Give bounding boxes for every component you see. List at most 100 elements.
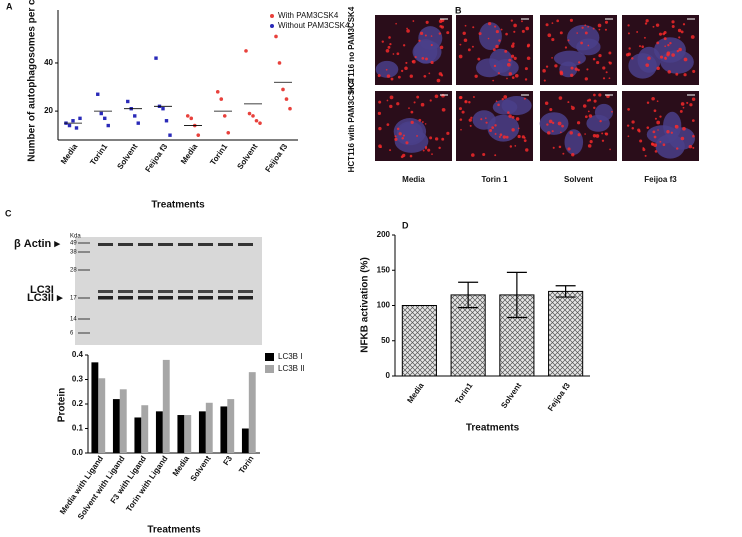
puncta [584, 77, 588, 81]
puncta [663, 31, 667, 35]
y-tick-label: 0.2 [72, 399, 84, 408]
puncta [559, 31, 563, 35]
marker-label: 28 [70, 268, 77, 274]
puncta [643, 36, 646, 39]
puncta [650, 142, 654, 146]
point [196, 133, 201, 137]
puncta [602, 77, 606, 80]
puncta [495, 29, 499, 34]
puncta [584, 31, 588, 35]
puncta [514, 145, 517, 147]
puncta [544, 101, 549, 106]
puncta [513, 23, 517, 28]
puncta [666, 53, 670, 57]
puncta [567, 39, 570, 42]
panel-label: A [6, 1, 13, 11]
puncta [477, 57, 481, 61]
puncta [446, 31, 450, 35]
puncta [644, 22, 648, 25]
puncta [588, 98, 592, 102]
actin-band [138, 243, 153, 246]
lc3ii-band [158, 296, 173, 300]
bar [134, 417, 142, 453]
x-tick-label: F3 [221, 454, 234, 467]
puncta [430, 43, 433, 47]
puncta [406, 27, 408, 30]
point [247, 111, 252, 116]
puncta [498, 39, 501, 42]
puncta [499, 133, 503, 137]
bar [119, 389, 127, 453]
column-label: Media [402, 175, 425, 184]
puncta [667, 44, 670, 47]
puncta [434, 137, 439, 141]
puncta [577, 133, 581, 137]
puncta [469, 124, 472, 127]
puncta [608, 77, 611, 80]
bar [98, 378, 106, 453]
lc3i-band [118, 290, 133, 293]
puncta [564, 46, 568, 49]
puncta [526, 44, 530, 48]
point [274, 34, 278, 39]
bar [248, 372, 256, 453]
puncta [414, 56, 417, 59]
puncta [598, 93, 602, 97]
puncta [689, 103, 693, 107]
puncta [492, 48, 496, 52]
y-tick-label: 50 [381, 336, 390, 345]
puncta [460, 128, 462, 131]
puncta [378, 100, 382, 104]
puncta [551, 37, 555, 42]
actin-band [118, 243, 133, 246]
x-tick-label: Solvent [235, 142, 259, 171]
puncta [682, 23, 686, 26]
puncta [551, 57, 553, 59]
bar [220, 406, 228, 453]
y-tick-label: 0 [386, 371, 391, 380]
puncta [547, 33, 552, 38]
lc3ii-band [118, 296, 133, 300]
point [96, 92, 100, 96]
puncta [402, 44, 406, 47]
lc3i-band [158, 290, 173, 293]
puncta [646, 126, 650, 129]
x-tick-label: Media [59, 142, 80, 166]
puncta [692, 69, 696, 73]
puncta [662, 143, 666, 147]
puncta [587, 110, 590, 113]
puncta [577, 68, 580, 72]
puncta [670, 131, 673, 134]
puncta [513, 30, 516, 33]
legend-swatch [270, 14, 274, 18]
puncta [521, 20, 523, 23]
puncta [631, 57, 634, 60]
puncta [421, 56, 425, 60]
x-tick-label: Torin1 [88, 142, 109, 167]
puncta [487, 37, 490, 40]
legend-label: LC3B I [278, 352, 302, 361]
puncta [385, 68, 388, 71]
puncta [581, 26, 584, 29]
point [277, 61, 282, 65]
puncta [683, 73, 687, 77]
puncta [682, 126, 686, 131]
puncta [492, 79, 495, 82]
column-label: Feijoa f3 [644, 175, 677, 184]
legend-swatch [270, 24, 274, 28]
puncta [402, 134, 405, 137]
y-tick-label: 150 [377, 265, 391, 274]
puncta [513, 56, 517, 60]
puncta [605, 132, 609, 136]
puncta [389, 95, 394, 100]
panel-label: B [455, 5, 462, 15]
puncta [508, 58, 512, 62]
puncta [517, 134, 521, 139]
actin-band [178, 243, 193, 246]
puncta [459, 118, 463, 121]
x-tick-label: Torin1 [453, 381, 474, 406]
puncta [446, 131, 450, 135]
puncta [484, 117, 487, 120]
lc3i-band [138, 290, 153, 293]
puncta [567, 101, 570, 104]
